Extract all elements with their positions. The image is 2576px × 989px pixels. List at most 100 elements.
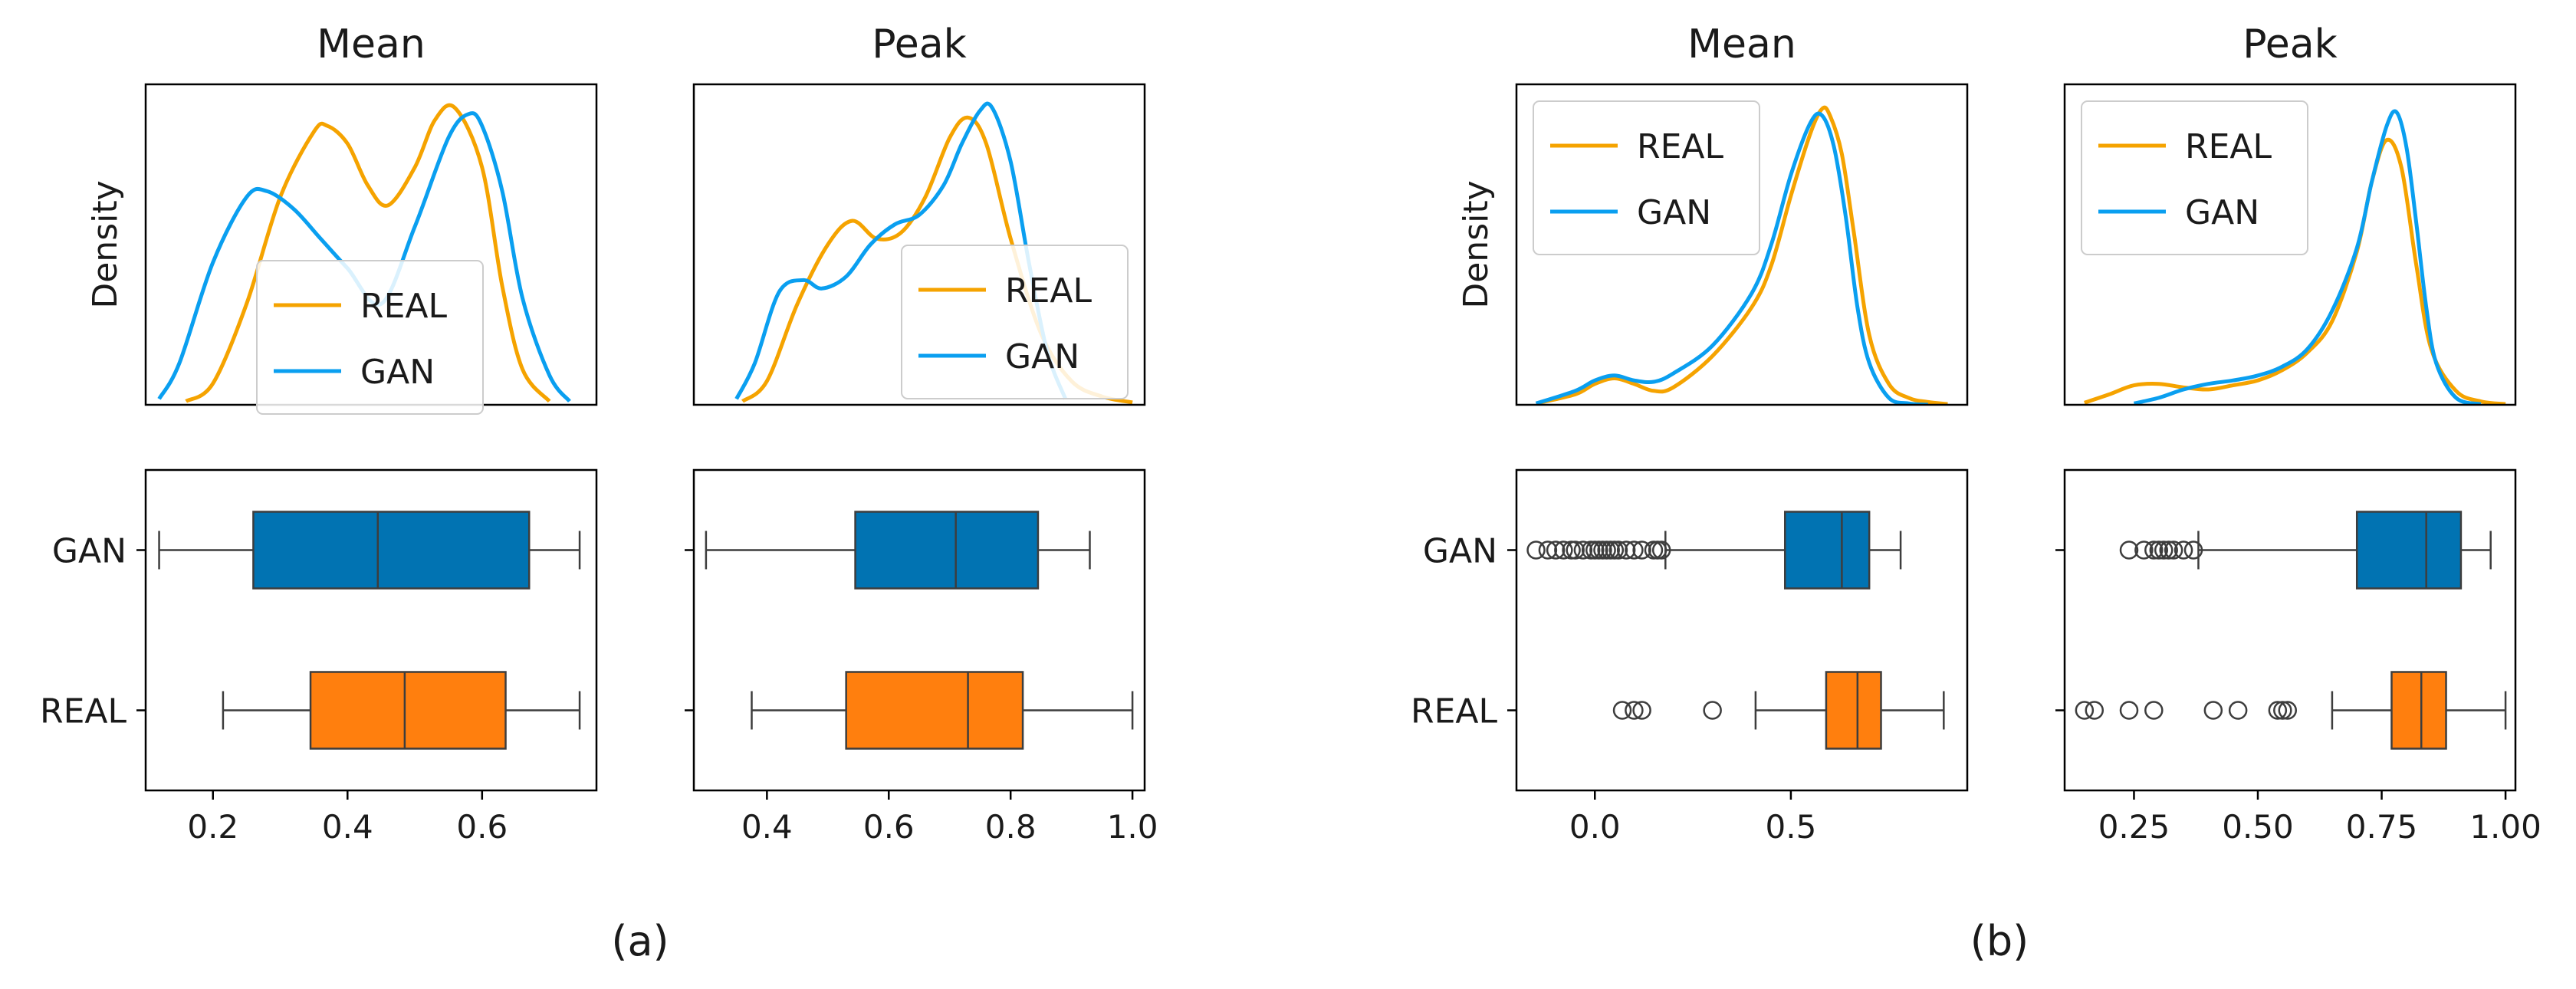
outlier-point: [2268, 701, 2288, 720]
plot-frame: [2063, 468, 2517, 792]
outlier-point: [2149, 540, 2169, 560]
legend-frame: [1533, 100, 1760, 255]
y-tick-label-gan: GAN: [1423, 532, 1497, 571]
outlier-point: [2085, 701, 2104, 720]
x-tick-label: 0.2: [187, 808, 238, 846]
subplot-a-peak-box: 0.4 0.6 0.8 1.0: [685, 468, 1158, 846]
y-tick-label-real: REAL: [40, 692, 127, 731]
outlier-point: [1554, 540, 1573, 560]
subplot-b-mean-area: Mean Density REAL GAN: [1457, 21, 1969, 406]
panel-label-b: (b): [1970, 917, 2029, 965]
x-tick-label: 0.4: [322, 808, 373, 846]
outlier-point: [1538, 540, 1558, 560]
legend: REAL GAN: [2081, 100, 2308, 255]
outlier-point: [2278, 701, 2298, 720]
subplot-a-mean-box: GAN REAL 0.2 0.4 0.6: [40, 468, 598, 846]
legend: REAL GAN: [256, 260, 484, 415]
legend-label-gan: GAN: [2185, 193, 2259, 232]
y-tick-label-real: REAL: [1411, 692, 1497, 731]
legend-label-real: REAL: [1637, 127, 1723, 166]
subplots: Mean Density REAL GAN Peak REAL GAN GAN REAL 0.2 0…: [40, 21, 2542, 846]
box-real: [751, 671, 1134, 750]
plot-frame: [1515, 468, 1969, 792]
outlier-point: [2119, 701, 2139, 720]
legend-frame: [901, 245, 1129, 399]
legend: REAL GAN: [901, 245, 1129, 399]
plot-frame: [144, 468, 598, 792]
legend-label-real: REAL: [2185, 127, 2272, 166]
subplot-b-mean-box: GAN REAL 0.0 0.5: [1411, 468, 1969, 846]
outlier-point: [1612, 701, 1632, 720]
legend-frame: [2081, 100, 2308, 255]
x-tick-label: 0.6: [456, 808, 508, 846]
outlier-point: [1648, 540, 1668, 560]
subplot-a-mean-area: Mean Density REAL GAN: [86, 21, 598, 415]
x-tick-label: 0.25: [2098, 808, 2170, 846]
legend-label-real: REAL: [1005, 271, 1092, 310]
subplot-title: Mean: [1687, 21, 1796, 67]
outlier-point: [2075, 701, 2095, 720]
outlier-point: [1616, 540, 1636, 560]
x-tick-label: 0.50: [2222, 808, 2294, 846]
outlier-point: [1546, 540, 1566, 560]
y-tick-label-gan: GAN: [52, 532, 127, 571]
outlier-point: [2159, 540, 2178, 560]
box-gan: [1526, 511, 1902, 590]
legend-frame: [256, 260, 484, 415]
box-body: [845, 671, 1024, 750]
x-tick-label: 0.0: [1569, 808, 1621, 846]
subplot-title: Peak: [2242, 21, 2337, 67]
outlier-point: [1632, 540, 1651, 560]
outlier-point: [2228, 701, 2248, 720]
x-tick-label: 0.5: [1766, 808, 1817, 846]
box-real: [222, 671, 581, 750]
subplot-b-peak-box: 0.25 0.50 0.75 1.00: [2055, 468, 2542, 846]
density-curve-real: [2084, 137, 2506, 405]
x-tick-label: 1.0: [1107, 808, 1158, 846]
box-body: [2355, 511, 2463, 590]
x-tick-label: 1.00: [2469, 808, 2542, 846]
plot-frame: [2063, 83, 2517, 406]
legend-label-gan: GAN: [1005, 337, 1079, 376]
plot-frame: [692, 83, 1146, 406]
outlier-point: [1625, 540, 1644, 560]
box-body: [2390, 671, 2447, 750]
outlier-point: [1526, 540, 1546, 560]
outlier-point: [2273, 701, 2292, 720]
subplot-b-peak-area: Peak REAL GAN: [2063, 21, 2517, 406]
x-tick-label: 0.4: [741, 808, 793, 846]
x-tick-label: 0.8: [985, 808, 1037, 846]
outlier-point: [2154, 540, 2174, 560]
outlier-point: [1703, 701, 1722, 720]
outlier-point: [1573, 540, 1593, 560]
plot-frame: [692, 468, 1146, 792]
outlier-point: [2119, 540, 2139, 560]
panel-label-a: (a): [611, 917, 669, 965]
outlier-point: [1625, 701, 1644, 720]
outlier-point: [1608, 540, 1628, 560]
box-real: [1612, 671, 1945, 750]
box-gan: [705, 511, 1091, 590]
box-real: [2075, 671, 2507, 750]
box-gan: [2119, 511, 2492, 590]
legend: REAL GAN: [1533, 100, 1760, 255]
plot-frame: [1515, 83, 1969, 406]
y-axis-label: Density: [86, 180, 125, 308]
outlier-point: [1566, 540, 1585, 560]
subplot-a-peak-area: Peak REAL GAN: [692, 21, 1146, 406]
density-curve-gan: [1535, 111, 1929, 405]
box-body: [252, 511, 531, 590]
density-curve-real: [1536, 105, 1948, 405]
box-body: [854, 511, 1040, 590]
outlier-point: [2174, 540, 2193, 560]
density-curve-gan: [734, 101, 1068, 400]
outlier-point: [2144, 540, 2164, 560]
box-body: [309, 671, 507, 750]
x-tick-label: 0.75: [2346, 808, 2418, 846]
subplot-title: Peak: [872, 21, 966, 67]
density-curve-gan: [2133, 109, 2482, 405]
box-body: [1783, 511, 1871, 590]
outlier-point: [2144, 701, 2164, 720]
outlier-point: [2164, 540, 2183, 560]
